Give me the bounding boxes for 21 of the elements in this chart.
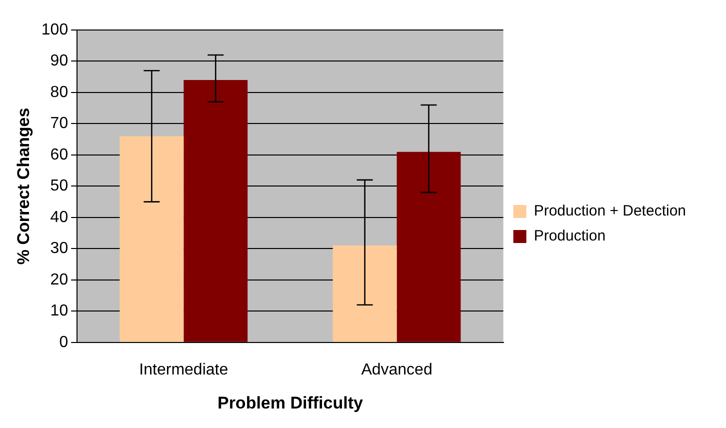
y-tick-label: 10 [50,302,68,320]
y-tick-label: 30 [50,240,68,258]
bar [120,136,184,342]
y-tick-label: 0 [59,334,68,351]
legend-label: Production [534,228,606,245]
y-axis-title: % Correct Changes [14,108,33,265]
y-tick-label: 40 [50,208,68,226]
legend-label: Production + Detection [534,202,686,220]
y-tick-label: 20 [50,271,68,288]
y-tick-label: 60 [50,146,68,164]
bar [332,246,397,342]
y-tick-label: 80 [50,84,68,101]
y-tick-label: 100 [41,21,68,38]
bar [184,80,248,342]
x-axis-title: Problem Difficulty [217,393,364,412]
y-tick-label: 50 [50,178,68,195]
x-tick-label: Advanced [361,361,432,378]
x-tick-label: Intermediate [139,361,228,378]
y-tick-label: 90 [50,52,68,70]
bar [396,152,461,342]
y-tick-label: 70 [50,115,68,132]
